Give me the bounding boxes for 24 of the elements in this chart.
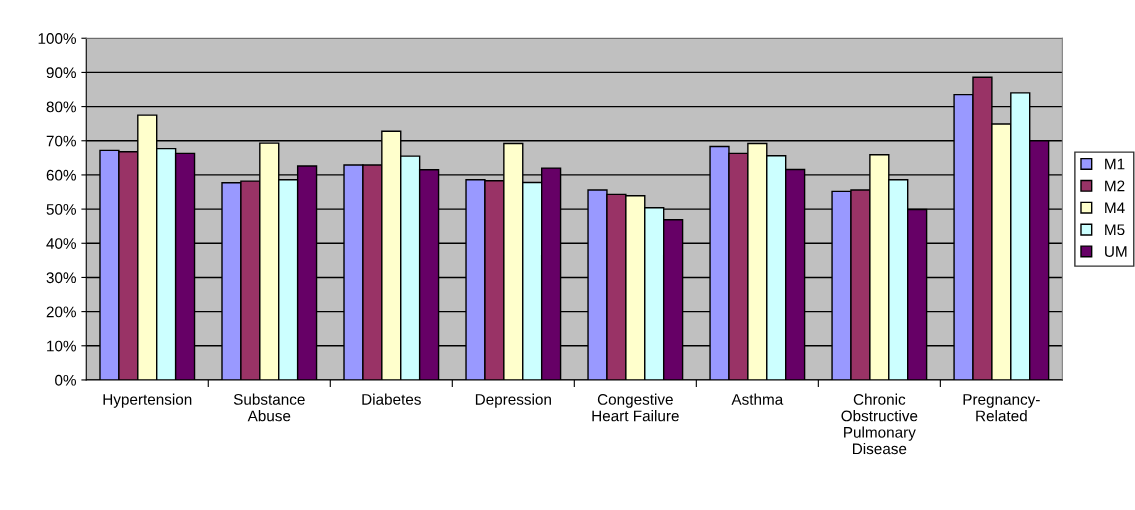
y-tick-label: 90% [46, 67, 76, 79]
x-tick-label: Chronic Obstructive Pulmonary Disease [841, 393, 918, 455]
y-tick-label: 20% [46, 306, 76, 318]
legend-label: M1 [1105, 158, 1125, 170]
legend-label: UM [1105, 246, 1127, 257]
x-tick-label: Hypertension [103, 393, 192, 408]
y-tick-label: 100% [38, 33, 76, 44]
y-tick-label: 40% [46, 238, 76, 249]
x-tick-label: Substance Abuse [233, 393, 305, 422]
y-tick-label: 0% [55, 374, 76, 386]
y-tick-label: 70% [46, 135, 76, 147]
y-tick-label: 10% [47, 340, 76, 352]
x-tick-label: Pregnancy- Related [963, 394, 1040, 422]
legend-label: M4 [1105, 202, 1125, 214]
x-tick-label: Depression [475, 393, 551, 408]
x-tick-label: Diabetes [362, 393, 421, 405]
y-tick-label: 30% [46, 272, 76, 284]
x-tick-label: Congestive Heart Failure [592, 393, 679, 422]
legend-label: M2 [1105, 180, 1125, 192]
y-tick-label: 50% [46, 203, 76, 215]
x-tick-label: Asthma [731, 393, 784, 405]
y-tick-label: 60% [46, 169, 76, 181]
legend-label: M5 [1105, 224, 1125, 236]
y-tick-label: 80% [46, 101, 76, 113]
